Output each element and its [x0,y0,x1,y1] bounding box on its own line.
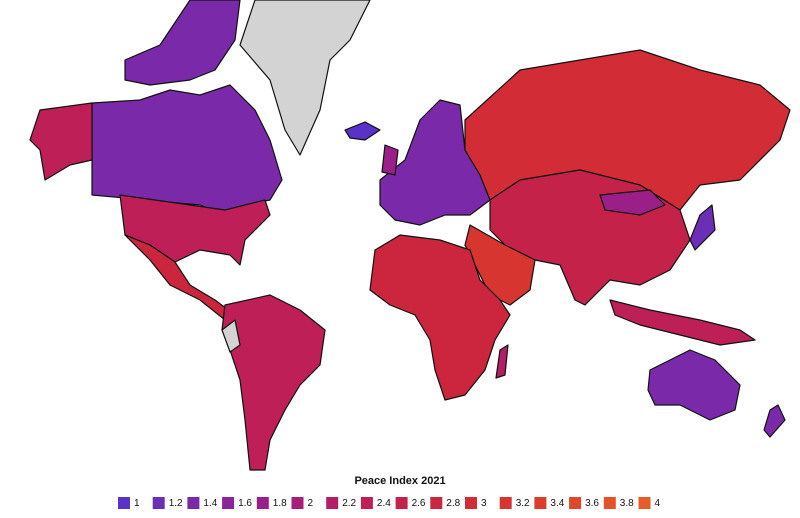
legend-label: 2.2 [342,498,356,509]
legend-swatch [256,497,269,509]
legend-label: 3 [481,498,487,509]
legend-label: 1.4 [203,498,217,509]
southeast-asia [609,299,756,346]
country-greenland [239,0,371,156]
africa [369,234,511,401]
legend-label: 1.6 [238,498,252,509]
south-america [221,294,326,471]
country-russia [464,49,791,211]
country-usa-alaska [29,102,93,181]
legend-swatch [430,497,443,509]
legend-label: 3.8 [620,498,634,509]
legend-label: 1.2 [169,498,183,509]
country-australia [647,349,741,421]
country-mongolia [599,189,666,216]
country-usa [119,194,271,266]
legend-swatch [395,497,408,509]
legend-swatch [534,497,547,509]
country-iceland [344,121,381,141]
legend-swatch [499,497,512,509]
country-new-zealand [763,404,786,438]
legend: 1 1.2 1.4 1.6 1.8 2 2.2 2.4 2.6 2.8 3 3.2 3.4 3.6 3.8 4 [118,497,661,509]
legend-label: 4 [655,498,661,509]
legend-label: 3.6 [585,498,599,509]
country-madagascar [495,344,509,379]
world-map [29,0,791,471]
legend-label: 1 [134,498,140,509]
legend-label: 2.4 [377,498,391,509]
legend-swatch [187,497,200,509]
legend-label: 2 [308,498,314,509]
legend-swatch [326,497,339,509]
legend-label: 1.8 [273,498,287,509]
country-ecuador-grey [221,319,241,353]
legend-swatch [603,497,616,509]
legend-label: 2.6 [412,498,426,509]
legend-swatch [569,497,582,509]
canada-islands [124,0,241,86]
legend-swatch [465,497,477,509]
legend-swatch [360,497,373,509]
country-japan [689,204,716,251]
legend-swatch [291,497,304,509]
legend-swatch [152,497,165,509]
legend-label: 3.4 [550,498,564,509]
legend-swatch [638,497,651,509]
legend-title: Peace Index 2021 [354,475,445,487]
country-uk [381,144,399,176]
legend-swatch [118,497,130,509]
legend-label: 2.8 [446,498,460,509]
legend-swatch [222,497,235,509]
legend-label: 3.2 [516,498,530,509]
